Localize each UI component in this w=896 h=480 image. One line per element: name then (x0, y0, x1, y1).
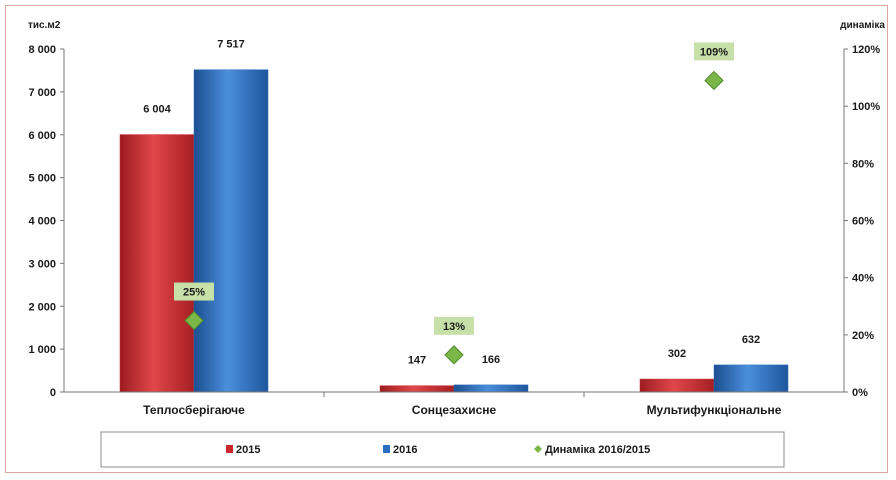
y-tick-label: 8 000 (28, 44, 56, 56)
bar-value-label: 302 (668, 348, 686, 360)
bar-value-label: 166 (482, 354, 500, 366)
chart-svg: тис.м2 динаміка 0 1 000 2 000 3 000 4 000 5 0… (28, 20, 885, 468)
bar-2016 (193, 69, 269, 393)
bar-value-label: 6 004 (143, 104, 171, 116)
y2-tick-label: 80% (852, 158, 874, 170)
legend: 2015 2016 Динаміка 2016/2015 (100, 431, 785, 468)
category-label: Сонцезахисне (412, 403, 497, 417)
y2-tick-label: 100% (852, 101, 880, 113)
y-tick-label: 1 000 (28, 344, 56, 356)
legend-swatch-2015 (226, 445, 233, 453)
bar-value-label: 147 (408, 355, 426, 367)
y2-axis-unit-label: динаміка (840, 20, 885, 31)
dynamics-value-label: 25% (183, 287, 205, 299)
y2-tick-label: 40% (852, 273, 874, 285)
legend-box (100, 431, 785, 468)
y2-tick-label: 60% (852, 216, 874, 228)
bar-2015 (639, 378, 715, 393)
dynamics-label-bg (434, 316, 474, 335)
legend-label: Динаміка 2016/2015 (545, 444, 650, 456)
y2-axis-ticks: 0% 20% 40% 60% 80% 100% 120% (844, 44, 880, 399)
bar-2016 (713, 364, 789, 393)
dynamics-value-label: 109% (700, 46, 728, 58)
bar-2016 (453, 384, 529, 393)
y-tick-label: 4 000 (28, 216, 56, 228)
y-axis-unit-label: тис.м2 (28, 20, 61, 31)
legend-label: 2016 (393, 444, 417, 456)
y-axis-ticks: 0 1 000 2 000 3 000 4 000 5 000 6 000 7 000 8 00… (28, 44, 64, 399)
dynamics-value-label: 13% (443, 321, 465, 333)
y2-tick-label: 20% (852, 330, 874, 342)
category-labels: Теплосберігаюче Сонцезахисне Мультифункціо… (143, 403, 782, 417)
dynamics-marker (444, 345, 464, 365)
category-label: Теплосберігаюче (143, 403, 245, 417)
legend-swatch-dynamics (534, 445, 542, 453)
y-tick-label: 6 000 (28, 130, 56, 142)
y-tick-label: 7 000 (28, 87, 56, 99)
dynamics-label-bg (694, 42, 734, 61)
bar-value-label: 7 517 (217, 39, 245, 51)
y-tick-label: 0 (50, 387, 56, 399)
axes-layer (63, 49, 845, 397)
y2-tick-label: 120% (852, 44, 880, 56)
legend-label: 2015 (236, 444, 260, 456)
y-tick-label: 5 000 (28, 173, 56, 185)
y-tick-label: 3 000 (28, 258, 56, 270)
dynamics-markers: 25% 13% 109% (174, 42, 734, 365)
category-label: Мультифункціональне (647, 403, 782, 417)
chart-frame: тис.м2 динаміка 0 1 000 2 000 3 000 4 000 5 0… (5, 5, 888, 473)
bar-2015 (119, 134, 195, 393)
bars-layer: 6 004 7 517 147 166 302 632 (119, 39, 789, 393)
legend-swatch-2016 (383, 445, 390, 453)
dynamics-marker (184, 310, 204, 331)
y2-tick-label: 0% (852, 387, 868, 399)
bar-2015 (379, 385, 455, 393)
y-tick-label: 2 000 (28, 301, 56, 313)
dynamics-marker (704, 70, 724, 91)
bar-value-label: 632 (742, 334, 760, 346)
dynamics-label-bg (174, 282, 214, 301)
